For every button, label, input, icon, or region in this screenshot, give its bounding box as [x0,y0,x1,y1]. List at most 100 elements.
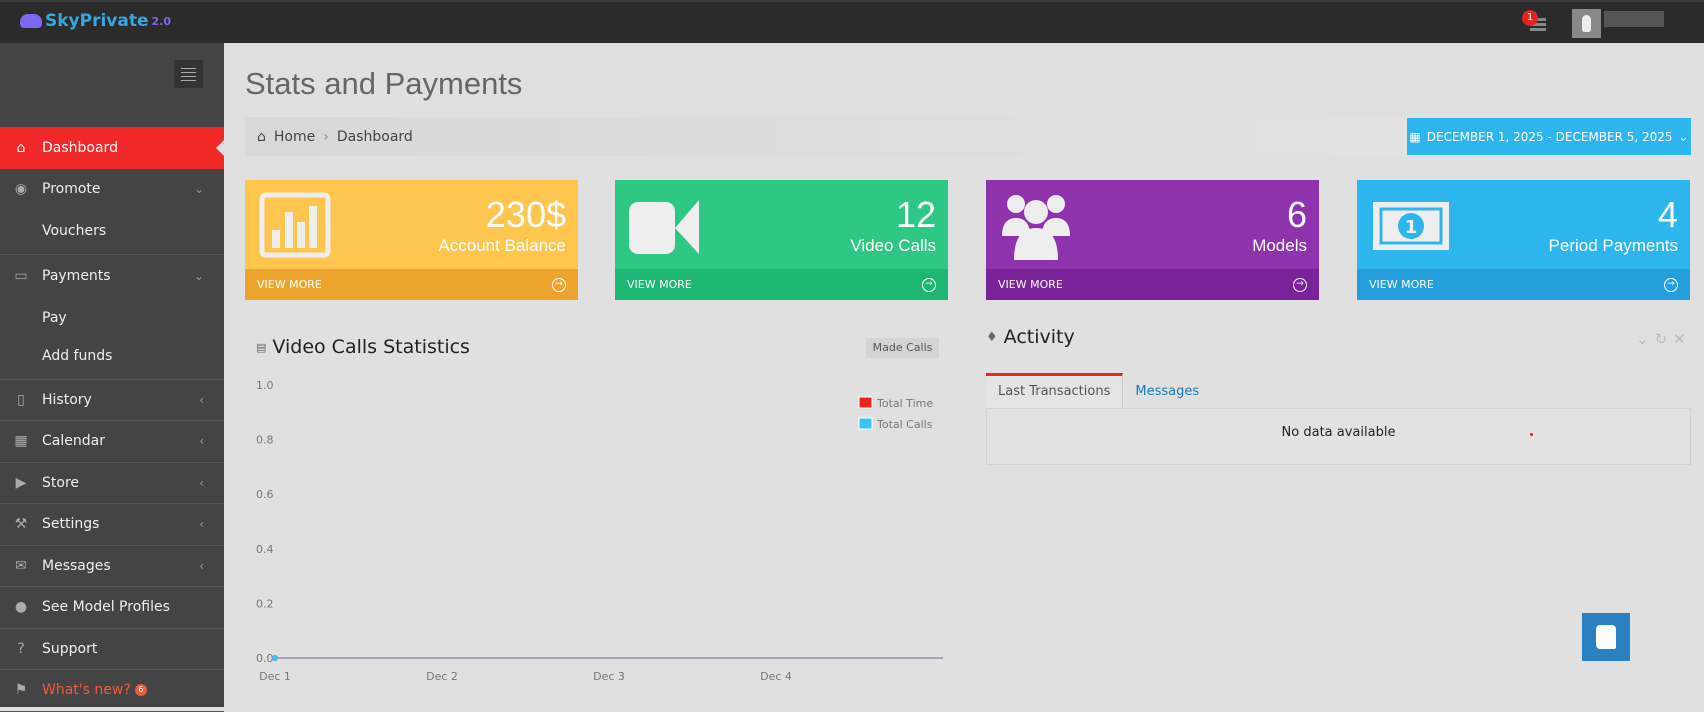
sidebar-item-label: History [42,391,92,408]
arrow-circle-right-icon: → [1293,277,1307,292]
sidebar-item-label: See Model Profiles [42,599,170,616]
activity-tabs: Last Transactions Messages [986,373,1211,408]
arrow-circle-right-icon: → [1664,277,1678,292]
stat-card-period-payments: 1 4 Period Payments VIEW MORE → [1357,180,1690,300]
sidebar-nav: ⌂ Dashboard ◉ Promote ⌄ Vouchers ▭ Payments ⌄ Pay… [0,127,225,712]
submenu: Vouchers [0,210,224,255]
sidebar-subitem-add-funds[interactable]: Add funds [42,347,113,364]
sidebar-item-label: Settings [42,516,100,533]
calendar-icon: ▦ [1409,129,1421,144]
sidebar-item-history[interactable]: ▯ History ‹ [0,380,224,421]
users-icon [1000,192,1072,260]
sidebar-subitem-pay[interactable]: Pay [42,309,67,326]
view-more-link[interactable]: VIEW MORE → [986,269,1319,300]
avatar[interactable] [1572,9,1601,38]
y-tick-label: 0.2 [256,597,274,610]
sidebar-item-store[interactable]: ▶ Store ‹ [0,463,224,504]
breadcrumb-home[interactable]: Home [273,128,316,145]
envelope-icon: ✉ [15,557,27,574]
logo[interactable]: SkyPrivate 2.0 [20,11,171,31]
tab-last-transactions[interactable]: Last Transactions [986,373,1124,408]
tab-messages[interactable]: Messages [1135,384,1200,399]
stat-card-models: 6 Models VIEW MORE → [986,180,1319,300]
sidebar-item-label: What's new? [42,682,131,699]
stat-label: Models [1252,236,1307,255]
sidebar-item-support[interactable]: ? Support [0,629,224,670]
stat-card-account-balance: 230$ Account Balance VIEW MORE → [245,180,578,300]
breadcrumb: ⌂ Home › Dashboard [245,117,1407,156]
top-bar: SkyPrivate 2.0 1 [0,0,1704,43]
chevron-right-icon: › [323,128,329,145]
sidebar-item-settings[interactable]: ⚒ Settings ‹ [0,504,224,546]
view-more-link[interactable]: VIEW MORE → [1357,269,1690,300]
page-title: Stats and Payments [245,66,523,101]
activity-title: ♦ Activity [986,326,1075,348]
chevron-left-icon: ‹ [199,475,204,490]
book-icon: ▯ [17,391,25,408]
view-more-link[interactable]: VIEW MORE → [245,269,578,300]
cloud-icon [20,14,42,28]
sidebar-item-label: Support [42,640,98,657]
breadcrumb-current: Dashboard [336,128,413,145]
stat-card-video-calls: 12 Video Calls VIEW MORE → [615,180,948,300]
chevron-left-icon: ‹ [199,392,204,407]
y-tick-label: 0.6 [256,488,274,501]
sidebar-item-calendar[interactable]: ▦ Calendar ‹ [0,421,224,463]
legend-label: Total Calls [876,418,933,431]
y-tick-label: 0.4 [256,543,274,556]
menu-toggle-button[interactable] [174,60,203,88]
bar-chart-icon [259,192,331,260]
sidebar-item-messages[interactable]: ✉ Messages ‹ [0,546,224,587]
stat-label: Period Payments [1548,236,1678,255]
sidebar-item-promote[interactable]: ◉ Promote ⌄ [0,169,224,211]
submenu: Pay Add funds [0,297,224,380]
calendar-icon: ▦ [14,433,28,450]
sidebar-item-dashboard[interactable]: ⌂ Dashboard [0,127,225,169]
legend-label: Total Time [876,397,933,410]
y-tick-label: 0.0 [256,652,274,665]
stat-value: 12 [895,194,936,235]
user-name-redacted[interactable] [1604,11,1664,27]
chevron-left-icon: ‹ [199,517,204,532]
sidebar-item-what-s-new[interactable]: ⚑ What's new? 6 [0,670,224,712]
x-tick-label: Dec 3 [593,670,625,683]
empty-state: No data available [986,408,1691,465]
new-badge: 6 [134,684,147,697]
legend-swatch [858,417,873,430]
chevron-left-icon: ‹ [199,558,204,573]
question-icon: ? [17,640,25,657]
chevron-down-icon: ⌄ [193,268,204,283]
money-icon: ▭ [14,267,28,284]
notifications-button[interactable]: 1 [1522,10,1548,32]
refresh-icon[interactable]: ↻ [1654,330,1668,348]
collapse-icon[interactable]: ⌄ [1636,330,1649,348]
close-icon[interactable]: ✕ [1673,330,1686,348]
chat-widget-button[interactable] [1582,613,1630,661]
camera-icon: ◉ [14,181,28,198]
sidebar-item-label: Promote [42,181,101,198]
sidebar-subitem-vouchers[interactable]: Vouchers [42,223,107,239]
video-calls-chart: 0.0 0.2 0.4 0.6 0.8 1.0 Dec 1 Dec 2 Dec 3 Dec 4 To… [256,379,943,683]
chat-icon [1596,625,1616,649]
play-circle-icon: ▶ [15,474,27,491]
panel-controls: ⌄ ↻ ✕ [1636,330,1686,348]
made-calls-button[interactable]: Made Calls [866,338,939,358]
x-tick-label: Dec 4 [760,670,792,683]
sidebar-item-payments[interactable]: ▭ Payments ⌄ [0,255,224,297]
stat-label: Video Calls [850,236,936,255]
sidebar-item-label: Calendar [42,433,105,450]
sidebar-item-label: Store [42,474,80,491]
view-more-link[interactable]: VIEW MORE → [615,269,948,300]
date-range-picker[interactable]: ▦ DECEMBER 1, 2025 - DECEMBER 5, 2025 ⌄ [1407,118,1691,155]
x-tick-label: Dec 1 [259,670,291,683]
chevron-down-icon: ⌄ [193,182,204,197]
sidebar-item-see-model-profiles[interactable]: ● See Model Profiles [0,587,224,629]
stats-title: ▤ Video Calls Statistics [256,336,470,358]
data-point [272,655,278,661]
money-bill-icon: 1 [1371,192,1449,260]
home-icon: ⌂ [257,128,266,145]
x-tick-label: Dec 2 [426,670,458,683]
red-dot [1530,433,1533,436]
chevron-down-icon: ⌄ [1678,129,1689,144]
video-camera-icon [629,192,701,260]
